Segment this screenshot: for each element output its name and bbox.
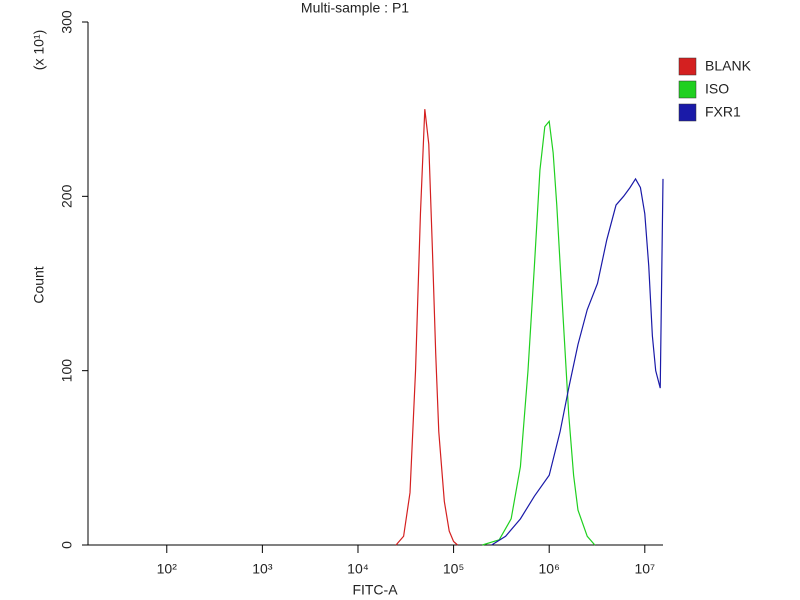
y-tick-label: 0 <box>59 541 75 549</box>
x-tick-label: 10³ <box>252 561 273 577</box>
x-tick-label: 10⁵ <box>443 561 464 577</box>
x-tick-label: 10⁶ <box>539 561 560 577</box>
chart-title: Multi-sample : P1 <box>301 0 409 16</box>
x-tick-label: 10⁷ <box>634 561 655 577</box>
series-line <box>395 109 458 546</box>
series-line <box>491 177 664 546</box>
legend-label: ISO <box>705 81 729 97</box>
y-axis-label: Count <box>31 266 47 303</box>
x-axis-label: FITC-A <box>352 582 398 598</box>
y-tick-label: 100 <box>59 359 75 383</box>
series-line <box>482 119 596 546</box>
x-tick-label: 10² <box>157 561 178 577</box>
legend-swatch <box>678 103 697 122</box>
y-tick-label: 200 <box>59 184 75 208</box>
legend-label: BLANK <box>705 58 752 74</box>
y-tick-label: 300 <box>59 10 75 34</box>
legend-swatch <box>678 80 697 99</box>
x-tick-label: 10⁴ <box>347 561 369 577</box>
legend-label: FXR1 <box>705 104 741 120</box>
y-unit-label: (x 10¹) <box>31 30 47 70</box>
legend-swatch <box>678 57 697 76</box>
